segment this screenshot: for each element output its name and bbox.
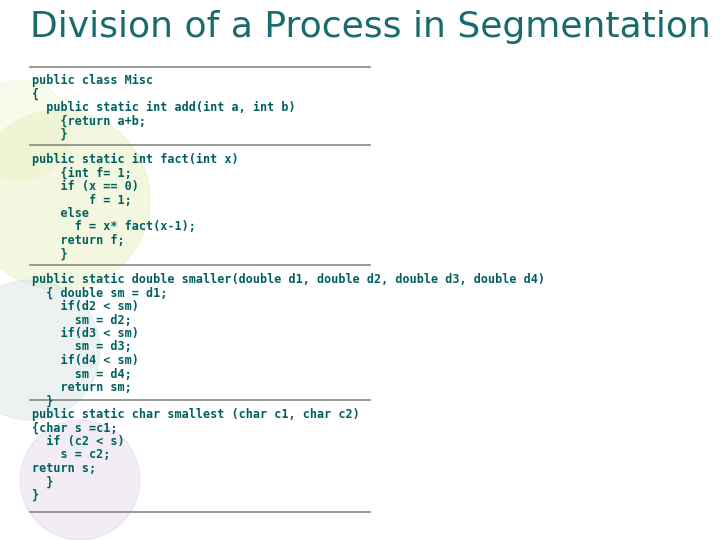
Text: sm = d4;: sm = d4; (32, 368, 132, 381)
Text: public static double smaller(double d1, double d2, double d3, double d4): public static double smaller(double d1, … (32, 273, 545, 286)
Text: return sm;: return sm; (32, 381, 132, 394)
Text: }: } (32, 476, 53, 489)
Text: public class Misc: public class Misc (32, 74, 153, 87)
Text: public static int fact(int x): public static int fact(int x) (32, 153, 238, 166)
Text: f = 1;: f = 1; (32, 193, 132, 206)
Text: }: } (32, 247, 68, 260)
Text: {int f= 1;: {int f= 1; (32, 166, 132, 179)
Text: {char s =c1;: {char s =c1; (32, 422, 117, 435)
Text: if(d4 < sm): if(d4 < sm) (32, 354, 139, 367)
Text: s = c2;: s = c2; (32, 449, 110, 462)
Circle shape (0, 80, 70, 180)
Text: return s;: return s; (32, 462, 96, 475)
Text: if (x == 0): if (x == 0) (32, 180, 139, 193)
Text: return f;: return f; (32, 234, 125, 247)
Text: }: } (32, 395, 53, 408)
Text: if(d3 < sm): if(d3 < sm) (32, 327, 139, 340)
Text: {return a+b;: {return a+b; (32, 114, 146, 127)
Text: { double sm = d1;: { double sm = d1; (32, 287, 167, 300)
Text: f = x* fact(x-1);: f = x* fact(x-1); (32, 220, 196, 233)
Text: }: } (32, 128, 68, 141)
Text: if(d2 < sm): if(d2 < sm) (32, 300, 139, 313)
Text: sm = d3;: sm = d3; (32, 341, 132, 354)
Text: public static char smallest (char c1, char c2): public static char smallest (char c1, ch… (32, 408, 360, 421)
Circle shape (0, 110, 150, 290)
Text: {: { (32, 87, 39, 100)
Circle shape (20, 420, 140, 540)
Text: Division of a Process in Segmentation: Division of a Process in Segmentation (30, 10, 711, 44)
Text: if (c2 < s): if (c2 < s) (32, 435, 125, 448)
Text: else: else (32, 207, 89, 220)
Circle shape (0, 280, 100, 420)
Text: sm = d2;: sm = d2; (32, 314, 132, 327)
Text: }: } (32, 489, 39, 502)
Text: public static int add(int a, int b): public static int add(int a, int b) (32, 101, 296, 114)
